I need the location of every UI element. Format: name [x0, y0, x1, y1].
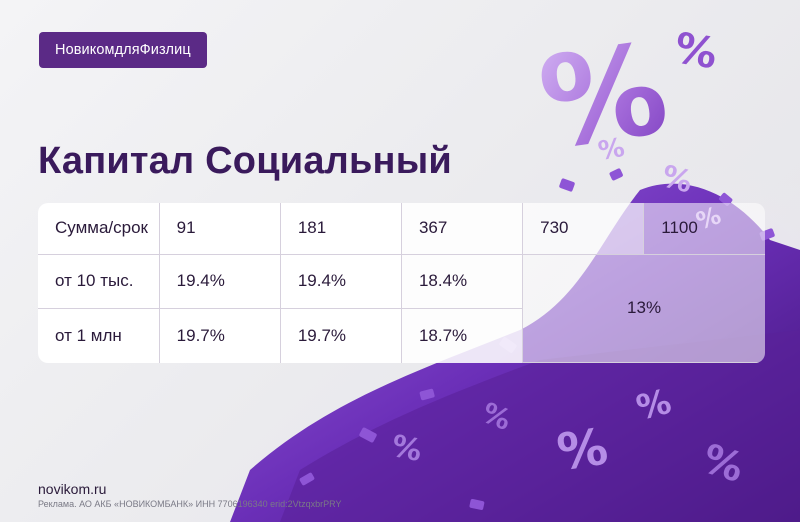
column-header: 91 — [158, 203, 281, 255]
column-header: 730 — [522, 203, 645, 255]
website-link[interactable]: novikom.ru — [38, 481, 107, 497]
row-label: от 10 тыс. — [38, 253, 160, 309]
column-header: Сумма/срок — [38, 203, 160, 255]
rate-cell: 18.7% — [400, 307, 523, 363]
table-row: от 10 тыс. 19.4% 19.4% 18.4% 13% — [38, 253, 765, 363]
merged-rate-cell: 13% — [522, 253, 765, 363]
table-row: от 1 млн 19.7% 19.7% 18.7% — [38, 307, 765, 363]
row-label: от 1 млн — [38, 307, 160, 363]
legal-disclaimer: Реклама. АО АКБ «НОВИКОМБАНК» ИНН 770619… — [38, 499, 342, 509]
svg-text:%: % — [596, 133, 627, 167]
column-header: 181 — [279, 203, 402, 255]
rate-cell: 19.4% — [158, 253, 281, 309]
svg-text:%: % — [388, 429, 425, 469]
rates-table: Сумма/срок 91 181 367 730 1100 от 10 тыс… — [38, 203, 765, 363]
svg-text:%: % — [671, 23, 721, 79]
column-header: 367 — [400, 203, 524, 255]
table-header-row: Сумма/срок 91 181 367 730 1100 — [38, 203, 765, 255]
rate-cell: 18.4% — [400, 253, 524, 309]
column-header: 1100 — [643, 203, 765, 255]
rate-cell: 19.7% — [158, 307, 281, 363]
rate-cell: 19.7% — [279, 307, 402, 363]
page-title: Капитал Социальный — [38, 140, 452, 182]
svg-text:%: % — [532, 17, 676, 178]
category-tag: НовикомдляФизлиц — [39, 32, 207, 68]
svg-text:%: % — [554, 417, 612, 481]
rate-cell: 19.4% — [279, 253, 402, 309]
